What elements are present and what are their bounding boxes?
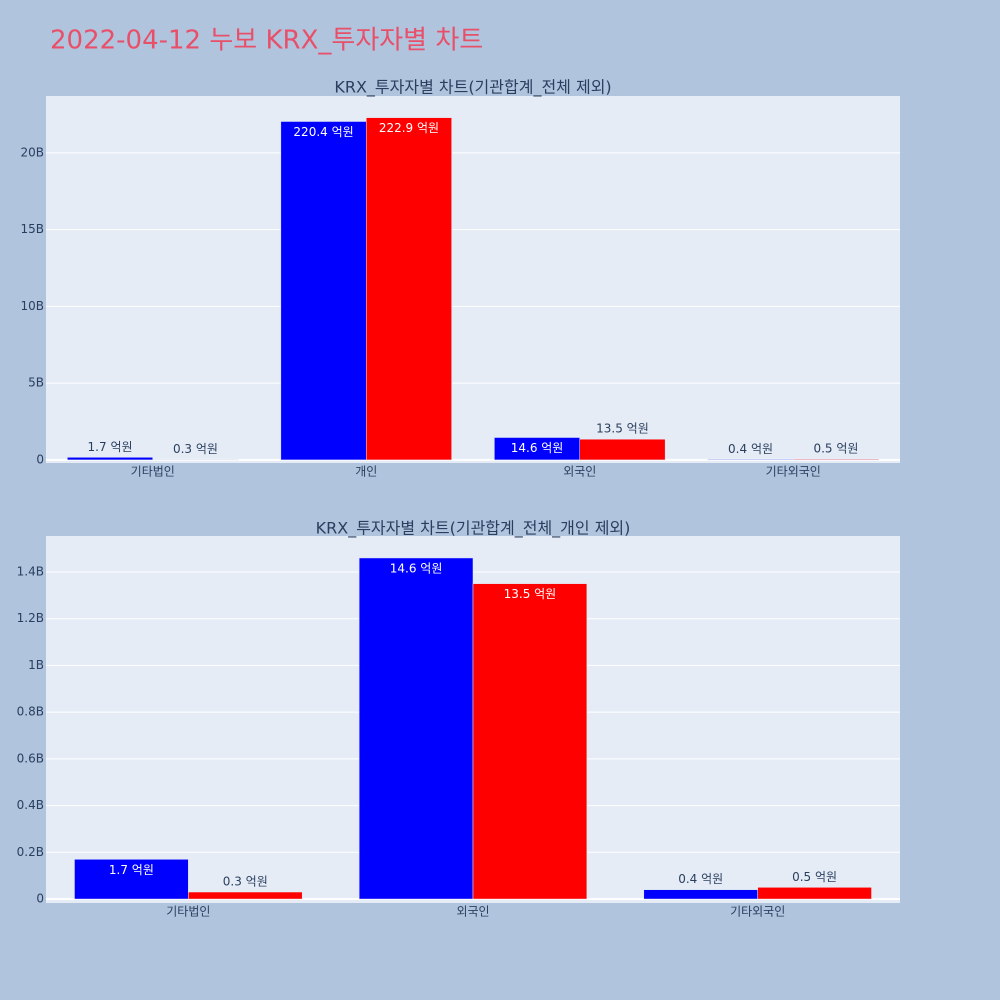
value-label: 14.6 억원 [390,561,443,575]
value-label: 13.5 억원 [596,422,649,436]
x-tick-label: 기타외국인 [766,465,821,479]
bar [643,889,758,900]
page-title: 2022-04-12 누보 KRX_투자자별 차트 [50,26,483,56]
bar [757,887,872,900]
bar [280,121,367,461]
bar [707,459,794,461]
y-tick-label: 0.8B [17,705,44,719]
value-label: 1.7 억원 [88,440,133,454]
y-tick-label: 15B [20,222,44,236]
y-tick-label: 0.2B [17,845,44,859]
bar [67,457,153,461]
x-tick-label: 외국인 [456,905,489,919]
value-label: 220.4 억원 [293,125,353,139]
value-label: 222.9 억원 [379,121,439,135]
y-tick-label: 0 [36,892,44,906]
bar [188,891,303,900]
bar [366,117,452,461]
chart-title: KRX_투자자별 차트(기관합계_전체 제외) [334,78,611,98]
value-label: 0.4 억원 [678,872,723,886]
value-label: 13.5 억원 [504,587,557,601]
bar [579,438,666,461]
plot-area [46,96,900,463]
bar [358,557,474,900]
value-label: 0.3 억원 [223,875,268,889]
value-label: 0.3 억원 [173,442,218,456]
value-label: 0.4 억원 [728,442,773,456]
y-tick-label: 5B [28,376,44,390]
value-label: 14.6 억원 [511,441,564,455]
y-tick-label: 0 [36,452,44,466]
y-tick-label: 1.4B [17,564,44,578]
x-tick-label: 기타법인 [166,905,210,919]
y-tick-label: 1B [28,658,44,672]
y-tick-label: 1.2B [17,611,44,625]
chart-title: KRX_투자자별 차트(기관합계_전체_개인 제외) [316,519,631,539]
bar [74,859,189,900]
y-tick-label: 0.4B [17,798,44,812]
y-tick-label: 0.6B [17,751,44,765]
x-tick-label: 개인 [355,465,377,479]
bar [793,458,879,461]
x-tick-label: 외국인 [563,465,596,479]
y-tick-label: 10B [20,299,44,313]
bar [472,583,588,900]
y-tick-label: 20B [20,145,44,159]
value-label: 0.5 억원 [792,870,837,884]
x-tick-label: 기타외국인 [730,905,785,919]
x-tick-label: 기타법인 [131,465,175,479]
value-label: 1.7 억원 [109,863,154,877]
value-label: 0.5 억원 [813,442,858,456]
